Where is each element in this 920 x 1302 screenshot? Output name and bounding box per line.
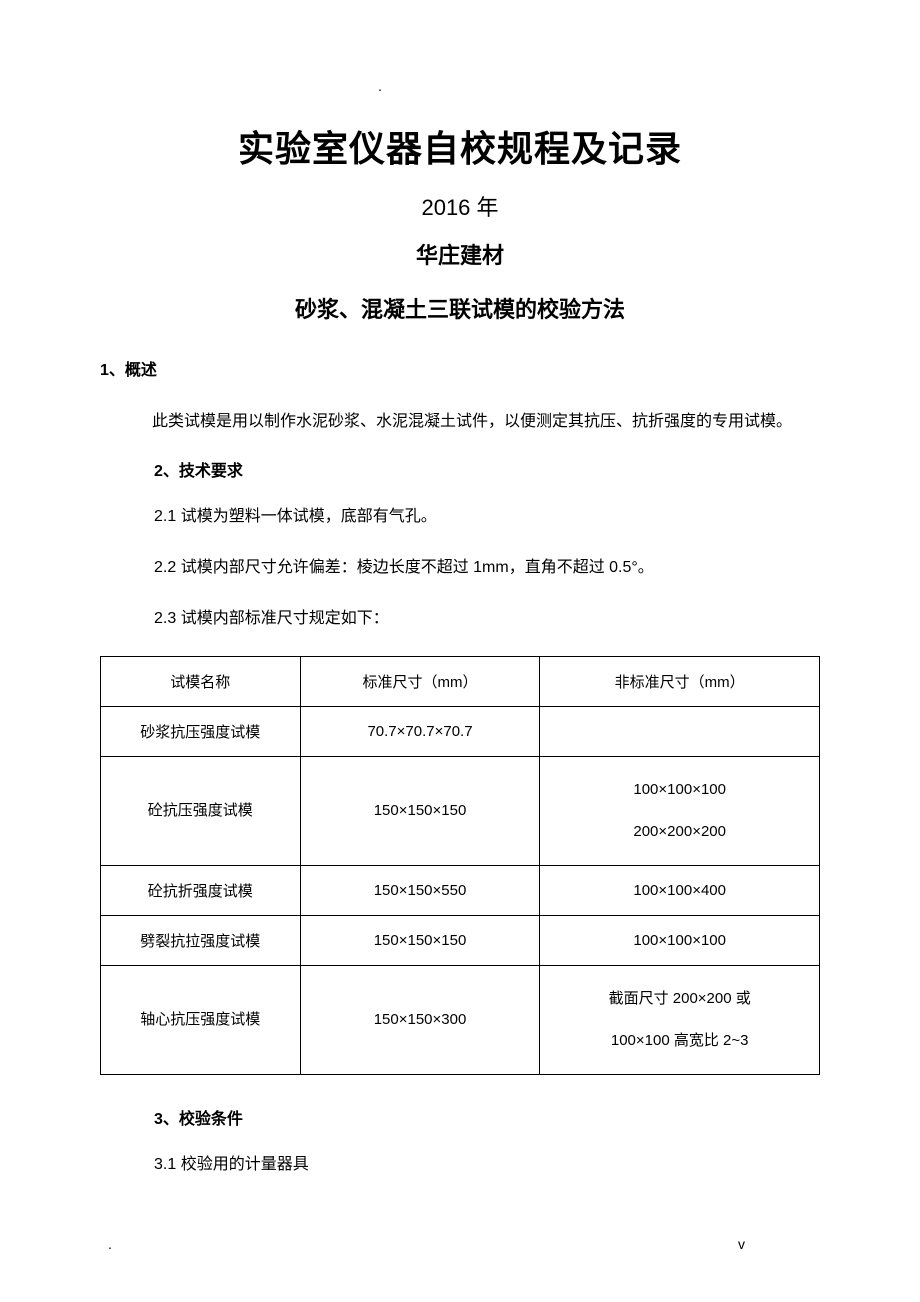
table-cell-line: 100×100×100 [548, 769, 811, 811]
table-cell: 100×100×400 [540, 865, 820, 915]
table-cell: 砼抗折强度试模 [101, 865, 301, 915]
spec-table: 试模名称 标准尺寸（mm） 非标准尺寸（mm） 砂浆抗压强度试模 70.7×70… [100, 656, 820, 1075]
table-row: 砂浆抗压强度试模 70.7×70.7×70.7 [101, 706, 820, 756]
section-1-heading: 1、概述 [100, 356, 820, 380]
table-cell: 150×150×150 [300, 915, 540, 965]
table-cell: 150×150×550 [300, 865, 540, 915]
section-2-heading: 2、技术要求 [154, 457, 820, 481]
table-cell: 150×150×300 [300, 965, 540, 1074]
table-cell [540, 706, 820, 756]
section-2-item-2: 2.2 试模内部尺寸允许偏差：棱边长度不超过 1mm，直角不超过 0.5°。 [154, 554, 820, 583]
table-cell-line: 100×100 高宽比 2~3 [548, 1020, 811, 1062]
section-2-item-1: 2.1 试模为塑料一体试模，底部有气孔。 [154, 503, 820, 532]
table-cell: 100×100×100 [540, 915, 820, 965]
table-cell: 砼抗压强度试模 [101, 756, 301, 865]
document-year: 2016 年 [100, 190, 820, 222]
table-cell: 截面尺寸 200×200 或 100×100 高宽比 2~3 [540, 965, 820, 1074]
table-cell: 100×100×100 200×200×200 [540, 756, 820, 865]
table-header-standard: 标准尺寸（mm） [300, 656, 540, 706]
document-org: 华庄建材 [100, 238, 820, 270]
table-row: 砼抗折强度试模 150×150×550 100×100×400 [101, 865, 820, 915]
document-title: 实验室仪器自校规程及记录 [100, 120, 820, 172]
table-header-nonstandard: 非标准尺寸（mm） [540, 656, 820, 706]
section-3-item-1: 3.1 校验用的计量器具 [154, 1151, 820, 1180]
table-row: 轴心抗压强度试模 150×150×300 截面尺寸 200×200 或 100×… [101, 965, 820, 1074]
table-header-row: 试模名称 标准尺寸（mm） 非标准尺寸（mm） [101, 656, 820, 706]
document-subtitle: 砂浆、混凝土三联试模的校验方法 [100, 292, 820, 324]
section-1-paragraph: 此类试模是用以制作水泥砂浆、水泥混凝土试件，以便测定其抗压、抗折强度的专用试模。 [120, 404, 820, 439]
table-cell: 150×150×150 [300, 756, 540, 865]
section-3-heading: 3、校验条件 [154, 1105, 820, 1129]
page-marker-dot: . [378, 78, 382, 94]
table-cell: 轴心抗压强度试模 [101, 965, 301, 1074]
table-row: 砼抗压强度试模 150×150×150 100×100×100 200×200×… [101, 756, 820, 865]
table-cell: 砂浆抗压强度试模 [101, 706, 301, 756]
page-marker-dot: . [108, 1236, 112, 1252]
table-header-name: 试模名称 [101, 656, 301, 706]
section-2-item-3: 2.3 试模内部标准尺寸规定如下： [154, 605, 820, 634]
table-cell: 70.7×70.7×70.7 [300, 706, 540, 756]
table-cell: 劈裂抗拉强度试模 [101, 915, 301, 965]
table-cell-line: 200×200×200 [548, 811, 811, 853]
table-cell-line: 截面尺寸 200×200 或 [548, 978, 811, 1020]
page-marker-v: v [738, 1236, 745, 1252]
table-row: 劈裂抗拉强度试模 150×150×150 100×100×100 [101, 915, 820, 965]
